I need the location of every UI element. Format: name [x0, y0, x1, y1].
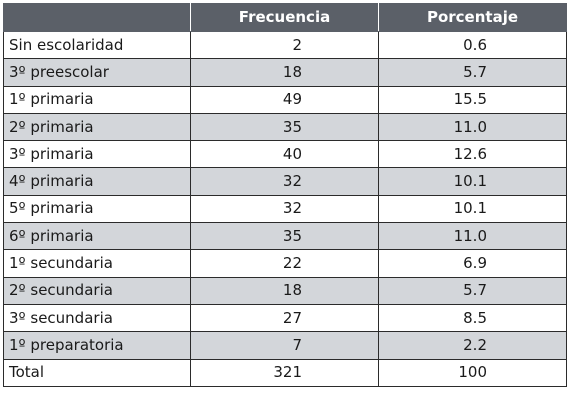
table-row: 6º primaria 35 11.0 [3, 222, 567, 251]
row-label: 4º primaria [3, 167, 191, 196]
total-label: Total [3, 358, 191, 387]
row-label: 2º secundaria [3, 276, 191, 305]
table-row: 1º primaria 49 15.5 [3, 85, 567, 114]
row-frecuencia: 32 [190, 194, 379, 224]
row-porcentaje: 5.7 [378, 276, 567, 305]
row-frecuencia: 22 [190, 249, 379, 278]
total-row: Total 321 100 [3, 358, 567, 387]
row-porcentaje: 11.0 [378, 222, 567, 251]
row-label: 1º preparatoria [3, 331, 191, 360]
row-porcentaje: 6.9 [378, 249, 567, 278]
row-frecuencia: 35 [190, 112, 379, 142]
row-frecuencia: 40 [190, 140, 379, 169]
row-label: 1º primaria [3, 85, 191, 114]
table-row: 3º preescolar 18 5.7 [3, 58, 567, 87]
table-container: Frecuencia Porcentaje Sin escolaridad 2 … [3, 3, 567, 387]
row-frecuencia: 35 [190, 222, 379, 251]
table-row: 2º primaria 35 11.0 [3, 112, 567, 142]
header-frecuencia: Frecuencia [190, 3, 379, 32]
row-frecuencia: 27 [190, 303, 379, 333]
row-label: 1º secundaria [3, 249, 191, 278]
row-frecuencia: 18 [190, 276, 379, 305]
row-label: Sin escolaridad [3, 30, 191, 60]
row-porcentaje: 8.5 [378, 303, 567, 333]
total-frecuencia: 321 [190, 358, 379, 387]
table-header: Frecuencia Porcentaje [3, 3, 567, 32]
row-frecuencia: 49 [190, 85, 379, 114]
row-label: 3º primaria [3, 140, 191, 169]
row-frecuencia: 2 [190, 30, 379, 60]
row-label: 3º secundaria [3, 303, 191, 333]
table-row: 2º secundaria 18 5.7 [3, 276, 567, 305]
row-porcentaje: 0.6 [378, 30, 567, 60]
header-label [3, 3, 191, 32]
header-row: Frecuencia Porcentaje [3, 3, 567, 32]
row-porcentaje: 10.1 [378, 167, 567, 196]
row-frecuencia: 32 [190, 167, 379, 196]
row-label: 5º primaria [3, 194, 191, 224]
table-body: Sin escolaridad 2 0.6 3º preescolar 18 5… [3, 30, 567, 387]
row-porcentaje: 2.2 [378, 331, 567, 360]
table-row: 1º secundaria 22 6.9 [3, 249, 567, 278]
row-porcentaje: 11.0 [378, 112, 567, 142]
row-label: 6º primaria [3, 222, 191, 251]
frequency-table: Frecuencia Porcentaje Sin escolaridad 2 … [3, 3, 567, 387]
table-row: 3º primaria 40 12.6 [3, 140, 567, 169]
table-row: 3º secundaria 27 8.5 [3, 303, 567, 333]
header-porcentaje: Porcentaje [378, 3, 567, 32]
table-row: Sin escolaridad 2 0.6 [3, 30, 567, 60]
row-porcentaje: 10.1 [378, 194, 567, 224]
row-porcentaje: 15.5 [378, 85, 567, 114]
row-label: 2º primaria [3, 112, 191, 142]
table-row: 4º primaria 32 10.1 [3, 167, 567, 196]
row-frecuencia: 18 [190, 58, 379, 87]
table-row: 1º preparatoria 7 2.2 [3, 331, 567, 360]
row-porcentaje: 12.6 [378, 140, 567, 169]
row-porcentaje: 5.7 [378, 58, 567, 87]
row-frecuencia: 7 [190, 331, 379, 360]
table-row: 5º primaria 32 10.1 [3, 194, 567, 224]
row-label: 3º preescolar [3, 58, 191, 87]
total-porcentaje: 100 [378, 358, 567, 387]
